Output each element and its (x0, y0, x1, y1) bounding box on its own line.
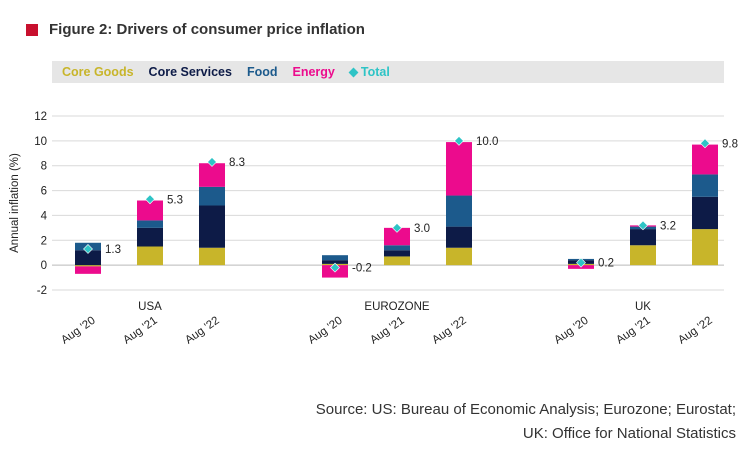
bar-segment-core-goods (692, 229, 718, 266)
bar-segment-energy (199, 163, 225, 187)
bar-segment-food (199, 186, 225, 206)
legend-label-food: Food (246, 65, 278, 79)
x-tick-label: Aug '21 (614, 315, 653, 347)
y-tick-label: -2 (37, 285, 47, 297)
group-label: UK (635, 301, 651, 313)
bar-segment-core-goods (75, 265, 101, 267)
legend-item-food: Food (247, 65, 278, 79)
bar-segment-core-goods (446, 247, 472, 266)
y-tick-label: 8 (41, 161, 47, 173)
bar-segment-energy (446, 142, 472, 196)
total-marker (330, 262, 340, 273)
x-tick-label: Aug '22 (676, 315, 715, 347)
x-tick-label: Aug '22 (183, 315, 222, 347)
total-value-label: 9.8 (722, 138, 738, 150)
legend: Core Goods Core Services Food Energy Tot… (52, 61, 724, 83)
bar-segment-core-services (692, 196, 718, 230)
x-tick-label: Aug '22 (430, 315, 469, 347)
total-marker (454, 135, 464, 146)
figure-title: Figure 2: Drivers of consumer price infl… (49, 21, 365, 38)
y-tick-label: 10 (34, 136, 47, 148)
total-marker (392, 222, 402, 233)
bar-segment-core-goods (630, 245, 656, 266)
total-value-label: 3.2 (660, 220, 676, 232)
bar-segment-core-services (75, 250, 101, 266)
legend-item-total: Total (348, 65, 390, 79)
legend-item-energy: Energy (292, 65, 334, 79)
bar-segment-food (692, 174, 718, 197)
total-value-label: 3.0 (414, 223, 430, 235)
legend-label-core-goods: Core Goods (62, 65, 134, 79)
total-marker (576, 257, 586, 268)
x-tick-label: Aug '21 (121, 315, 160, 347)
bar-segment-energy (692, 144, 718, 175)
y-axis-label: Annual inflation (%) (9, 153, 21, 253)
bar-segment-core-services (199, 205, 225, 248)
total-value-label: -0.2 (352, 263, 372, 275)
source-line-2: UK: Office for National Statistics (522, 425, 736, 442)
y-tick-label: 6 (41, 186, 47, 198)
legend-item-core-services: Core Services (149, 65, 232, 79)
total-value-label: 10.0 (476, 136, 498, 148)
bar-segment-food (446, 195, 472, 227)
x-tick-label: Aug '21 (368, 315, 407, 347)
source-note: Source: US: Bureau of Economic Analysis;… (316, 398, 736, 446)
bar-segment-energy (384, 227, 410, 246)
bar-segment-core-services (137, 227, 163, 247)
legend-label-energy: Energy (292, 65, 335, 79)
total-marker (700, 138, 710, 149)
total-marker (83, 244, 93, 254)
bar-segment-food (384, 245, 410, 251)
bar-segment-food (322, 255, 348, 261)
bar-segment-energy (75, 266, 101, 274)
bar-segment-energy (137, 200, 163, 221)
x-tick-label: Aug '20 (59, 315, 98, 347)
legend-label-total: Total (360, 65, 390, 79)
x-tick-label: Aug '20 (552, 315, 591, 347)
total-value-label: 0.2 (598, 258, 614, 270)
y-tick-label: 12 (34, 111, 47, 123)
legend-label-core-services: Core Services (148, 65, 232, 79)
figure-title-row: Figure 2: Drivers of consumer price infl… (26, 21, 365, 38)
total-marker (145, 194, 155, 205)
group-label: USA (138, 301, 162, 313)
bar-segment-core-services (384, 250, 410, 257)
total-value-label: 5.3 (167, 194, 183, 206)
bar-segment-core-services (322, 260, 348, 264)
total-value-label: 8.3 (229, 157, 245, 169)
source-line-1: Source: US: Bureau of Economic Analysis;… (315, 401, 736, 418)
total-value-label: 1.3 (105, 244, 121, 256)
legend-item-core-goods: Core Goods (62, 65, 134, 79)
title-marker (26, 23, 38, 36)
bar-segment-core-services (630, 229, 656, 246)
bar-segment-core-goods (199, 247, 225, 266)
y-tick-label: 2 (41, 235, 47, 247)
bar-segment-core-services (446, 226, 472, 248)
y-tick-label: 4 (41, 210, 48, 222)
bar-segment-core-goods (137, 246, 163, 266)
total-marker (638, 220, 648, 231)
bar-segment-core-goods (384, 256, 410, 266)
x-tick-label: Aug '20 (306, 315, 345, 347)
y-tick-label: 0 (41, 260, 47, 272)
bar-segment-food (137, 220, 163, 228)
total-marker (207, 157, 217, 167)
group-label: EUROZONE (364, 301, 430, 313)
